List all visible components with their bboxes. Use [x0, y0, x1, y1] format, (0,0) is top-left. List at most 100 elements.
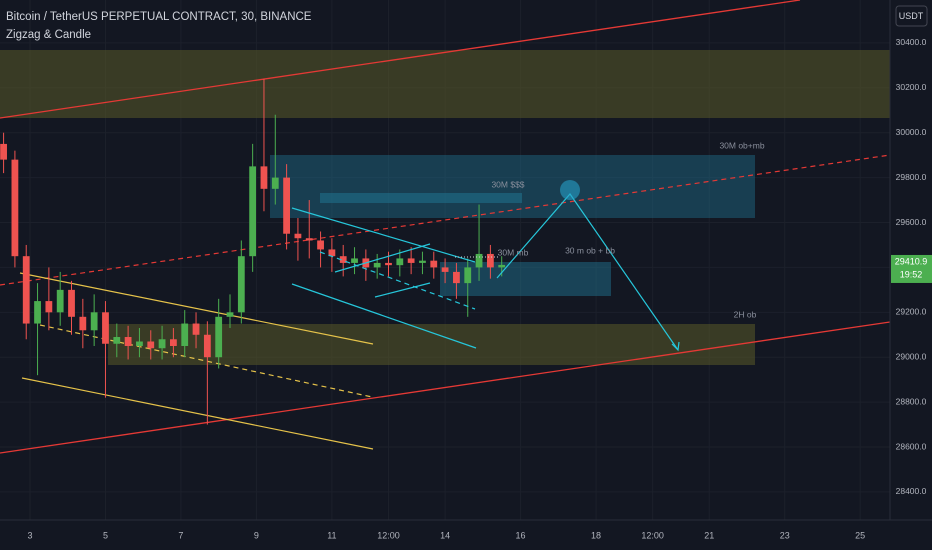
indicator-name: Zigzag & Candle — [6, 29, 91, 41]
x-tick-label: 3 — [27, 530, 32, 540]
candle-body — [158, 339, 166, 349]
y-tick-label: 30200.0 — [896, 82, 927, 92]
candle-body — [385, 262, 392, 266]
candle-body — [498, 264, 506, 268]
wedge-mid — [39, 324, 373, 398]
candle-body — [181, 323, 189, 346]
candle-body — [249, 166, 257, 257]
candle-body — [271, 177, 279, 189]
candle-body — [0, 143, 7, 160]
ob-zone — [270, 155, 755, 218]
y-tick-label: 28800.0 — [896, 396, 927, 406]
mini-line — [334, 243, 431, 273]
candle-body — [11, 159, 19, 257]
candle-body — [294, 233, 302, 239]
candle-body — [68, 289, 75, 317]
annotation: 30M $$$ — [491, 179, 524, 189]
x-tick-label: 11 — [327, 530, 336, 540]
currency-button[interactable] — [895, 5, 928, 27]
currency[interactable]: USDT — [899, 11, 924, 21]
channel-bottom — [0, 321, 891, 454]
flag-top — [291, 207, 476, 263]
candle-body — [486, 253, 494, 268]
candle-body — [339, 256, 347, 263]
candle-body — [136, 341, 143, 346]
candle-body — [237, 256, 245, 313]
countdown: 19:52 — [900, 269, 923, 279]
candle-body — [226, 312, 234, 317]
annotation: 30M mb — [498, 247, 529, 257]
y-tick-label: 29200.0 — [896, 307, 927, 317]
y-tick-label: 30000.0 — [896, 127, 927, 137]
candle-body — [22, 256, 30, 324]
candle-body — [441, 267, 449, 272]
candle-body — [328, 249, 336, 257]
flag-bottom — [291, 283, 477, 349]
candle-body — [475, 253, 483, 268]
annotation: 30M ob+mb — [719, 140, 764, 150]
last-price-tag — [891, 254, 932, 283]
x-tick-label: 16 — [516, 530, 526, 540]
candle-body — [373, 262, 381, 268]
channel-mid — [0, 154, 891, 286]
candle-body — [351, 258, 358, 263]
y-tick-label: 28400.0 — [896, 486, 927, 496]
y-tick-label: 29000.0 — [896, 351, 927, 361]
candle-body — [453, 271, 460, 284]
last-price: 29410.9 — [895, 256, 928, 266]
arrow-head — [671, 341, 680, 352]
candle-body — [430, 260, 438, 268]
candle-body — [79, 316, 87, 331]
annotation: 2H ob — [734, 309, 757, 319]
candle-body — [305, 238, 313, 241]
candle-body — [45, 301, 53, 313]
x-tick-label: 5 — [103, 530, 108, 540]
y-tick-label: 28600.0 — [896, 441, 927, 451]
time-axis — [0, 520, 890, 550]
candle-body — [396, 258, 404, 266]
candle-body — [113, 337, 121, 344]
candle-body — [170, 339, 177, 346]
candle-body — [102, 312, 109, 344]
candle-body — [419, 260, 426, 263]
candle-body — [203, 334, 211, 358]
chart-title: Bitcoin / TetherUS PERPETUAL CONTRACT, 3… — [6, 11, 312, 23]
axis-labels: 28400.028600.028800.029000.029200.029400… — [27, 37, 932, 540]
candle-body — [192, 323, 200, 335]
y-tick-label: 30400.0 — [896, 37, 927, 47]
candles — [0, 78, 506, 425]
liquidity-zone — [320, 193, 522, 203]
candle-body — [260, 166, 268, 189]
candle-body — [147, 341, 155, 349]
candle-body — [56, 289, 64, 313]
candle-body — [283, 177, 290, 234]
x-tick-label: 12:00 — [641, 530, 664, 540]
x-tick-label: 25 — [855, 530, 865, 540]
annotation: 30 m ob + bb — [565, 245, 615, 255]
candle-body — [407, 258, 415, 263]
wedge-bottom — [21, 377, 374, 450]
x-tick-label: 21 — [704, 530, 714, 540]
candle-body — [317, 240, 324, 250]
candle-body — [90, 312, 98, 331]
x-tick-label: 7 — [178, 530, 183, 540]
supply-zone — [0, 50, 890, 118]
mini-line — [374, 282, 431, 298]
candle-body — [215, 316, 223, 358]
x-tick-label: 18 — [591, 530, 601, 540]
wedge-top — [19, 272, 374, 345]
y-tick-label: 29600.0 — [896, 217, 927, 227]
y-tick-label: 29800.0 — [896, 172, 927, 182]
flag-mid — [319, 251, 476, 310]
x-tick-label: 23 — [780, 530, 790, 540]
x-tick-label: 9 — [254, 530, 259, 540]
x-tick-label: 14 — [440, 530, 450, 540]
x-tick-label: 12:00 — [377, 530, 400, 540]
channel-top — [0, 0, 801, 119]
candle-body — [124, 337, 132, 346]
candle-body — [34, 301, 41, 324]
target — [560, 180, 580, 200]
candle-body — [464, 267, 472, 284]
